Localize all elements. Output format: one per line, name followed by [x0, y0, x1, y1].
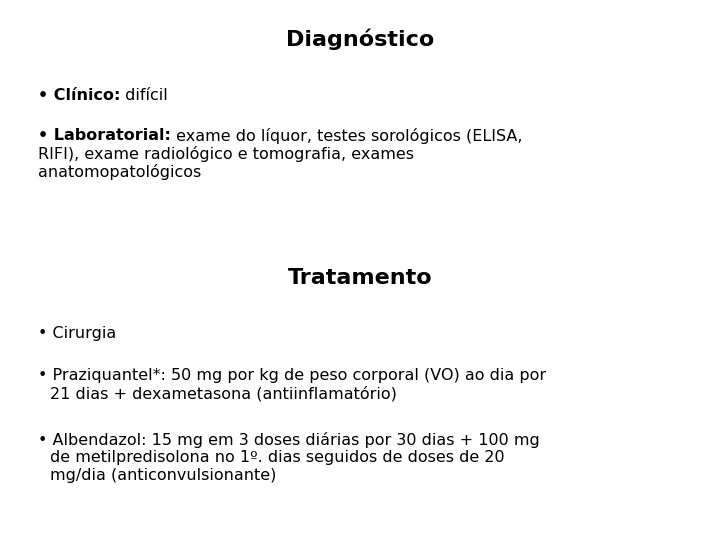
Text: mg/dia (anticonvulsionante): mg/dia (anticonvulsionante) — [50, 468, 276, 483]
Text: • Laboratorial:: • Laboratorial: — [38, 128, 171, 143]
Text: 21 dias + dexametasona (antiinflamatório): 21 dias + dexametasona (antiinflamatório… — [50, 386, 397, 401]
Text: Diagnóstico: Diagnóstico — [286, 28, 434, 50]
Text: exame do líquor, testes sorológicos (ELISA,: exame do líquor, testes sorológicos (ELI… — [171, 128, 523, 144]
Text: • Cirurgia: • Cirurgia — [38, 326, 116, 341]
Text: • Albendazol: 15 mg em 3 doses diárias por 30 dias + 100 mg: • Albendazol: 15 mg em 3 doses diárias p… — [38, 432, 540, 448]
Text: • Praziquantel*: 50 mg por kg de peso corporal (VO) ao dia por: • Praziquantel*: 50 mg por kg de peso co… — [38, 368, 546, 383]
Text: • Clínico:: • Clínico: — [38, 88, 120, 103]
Text: Tratamento: Tratamento — [288, 268, 432, 288]
Text: anatomopatológicos: anatomopatológicos — [38, 164, 202, 180]
Text: de metilpredisolona no 1º. dias seguidos de doses de 20: de metilpredisolona no 1º. dias seguidos… — [50, 450, 505, 465]
Text: difícil: difícil — [120, 88, 168, 103]
Text: RIFI), exame radiológico e tomografia, exames: RIFI), exame radiológico e tomografia, e… — [38, 146, 414, 162]
